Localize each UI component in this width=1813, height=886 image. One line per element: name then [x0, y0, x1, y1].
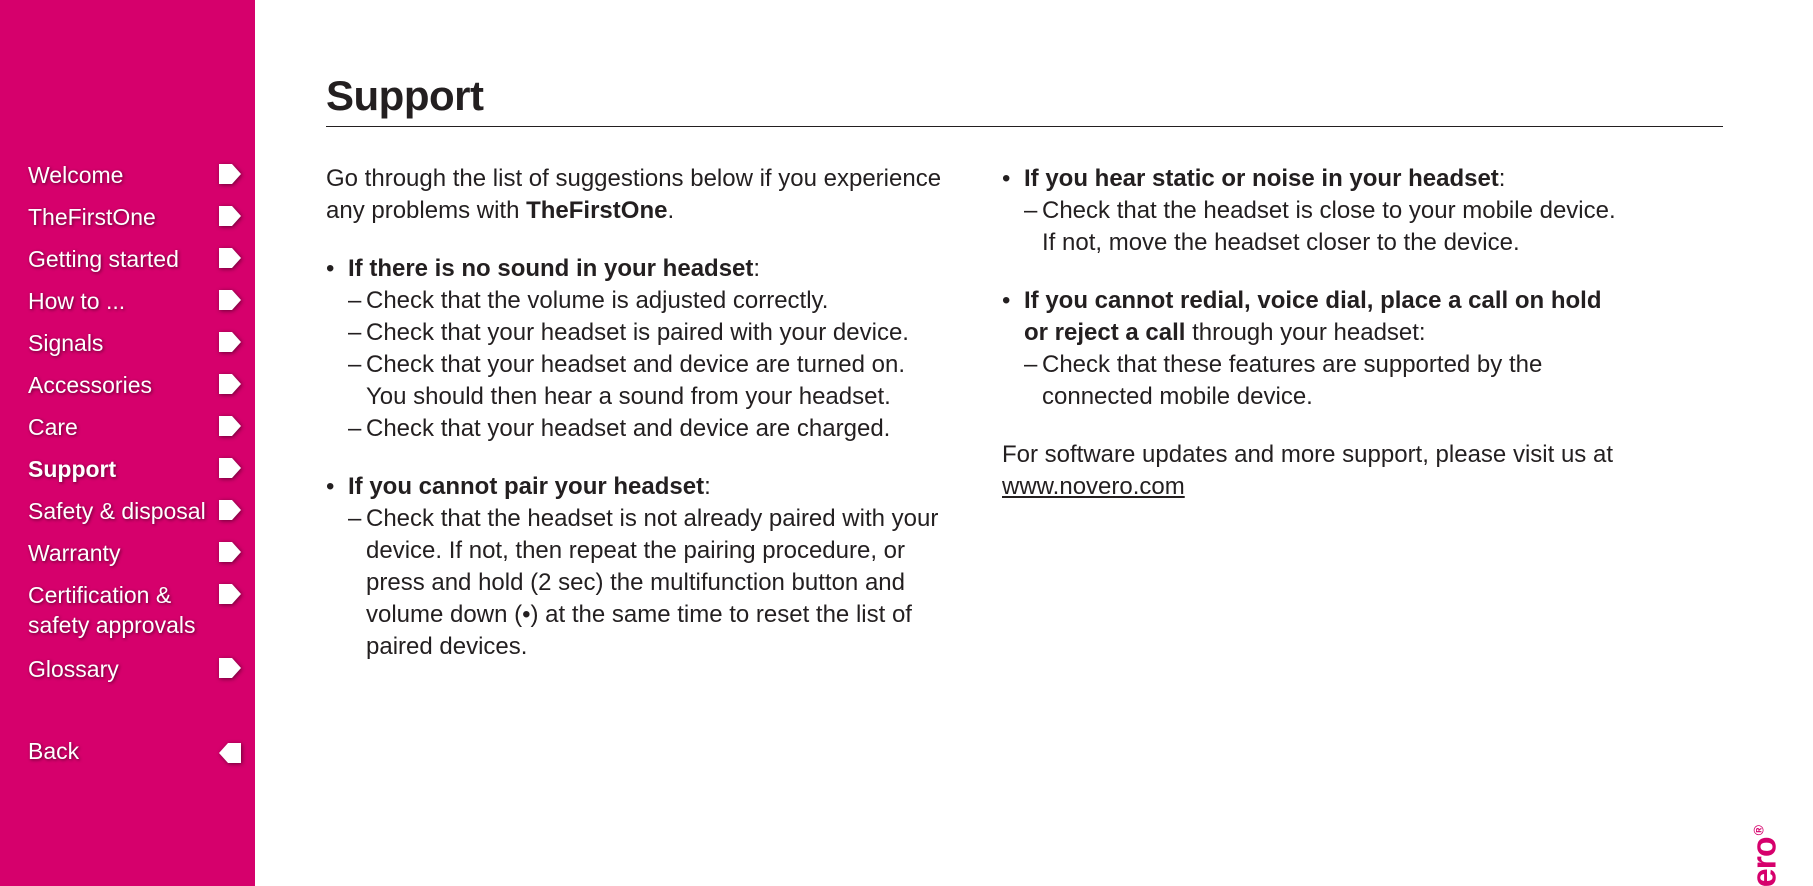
bullet-dot-icon: • — [326, 471, 348, 503]
column-left: Go through the list of suggestions below… — [326, 163, 946, 689]
sidebar-item-signals[interactable]: Signals — [28, 326, 241, 368]
sidebar-item-certification-safety-approvals[interactable]: Certification &safety approvals — [28, 578, 241, 652]
bullet-group: •If you hear static or noise in your hea… — [1002, 163, 1622, 259]
sub-bullet-text: Check that your headset and device are c… — [366, 413, 946, 445]
bullet-dash-icon: – — [348, 503, 366, 663]
sidebar-item-label: How to ... — [28, 286, 125, 316]
back-label: Back — [28, 736, 79, 766]
chevron-right-icon — [219, 374, 241, 394]
bullet-heading-text: If there is no sound in your headset: — [348, 253, 946, 285]
sub-bullet: –Check that the headset is not already p… — [326, 503, 946, 663]
sub-bullet-text: Check that your headset and device are t… — [366, 349, 946, 413]
sub-bullet-text: Check that the volume is adjusted correc… — [366, 285, 946, 317]
brand-registered-icon: ® — [1751, 826, 1767, 835]
bullet-heading-text: If you cannot pair your headset: — [348, 471, 946, 503]
chevron-right-icon — [219, 584, 241, 604]
bullet-heading: •If there is no sound in your headset: — [326, 253, 946, 285]
sidebar-item-warranty[interactable]: Warranty — [28, 536, 241, 578]
sub-bullet-text: Check that the headset is not already pa… — [366, 503, 946, 663]
bullet-dash-icon: – — [348, 413, 366, 445]
bullet-dash-icon: – — [1024, 195, 1042, 259]
sidebar-item-label: Glossary — [28, 654, 119, 684]
bullet-dash-icon: – — [348, 317, 366, 349]
bullet-dash-icon: – — [348, 285, 366, 317]
chevron-right-icon — [219, 164, 241, 184]
sidebar: Welcome TheFirstOne Getting started How to … — [0, 0, 255, 886]
bullet-heading: •If you cannot redial, voice dial, place… — [1002, 285, 1622, 349]
chevron-right-icon — [219, 658, 241, 678]
sidebar-item-label: Safety & disposal — [28, 496, 206, 526]
column-right: •If you hear static or noise in your hea… — [1002, 163, 1622, 689]
chevron-left-icon — [219, 743, 241, 763]
sidebar-item-care[interactable]: Care — [28, 410, 241, 452]
sidebar-item-support[interactable]: Support — [28, 452, 241, 494]
visit-link[interactable]: www.novero.com — [1002, 473, 1185, 500]
back-button[interactable]: Back — [28, 736, 241, 766]
sub-bullet: –Check that the volume is adjusted corre… — [326, 285, 946, 317]
sidebar-item-thefirstone[interactable]: TheFirstOne — [28, 200, 241, 242]
chevron-right-icon — [219, 206, 241, 226]
sub-bullet-text: Check that the headset is close to your … — [1042, 195, 1622, 259]
bullet-dash-icon: – — [348, 349, 366, 413]
bullet-heading-text: If you hear static or noise in your head… — [1024, 163, 1622, 195]
page-title: Support — [326, 72, 1723, 120]
sub-bullet-text: Check that your headset is paired with y… — [366, 317, 946, 349]
sidebar-item-label: Care — [28, 412, 78, 442]
title-rule — [326, 126, 1723, 127]
intro-after-text: . — [667, 197, 674, 224]
sub-bullet: –Check that your headset and device are … — [326, 413, 946, 445]
intro-product-name: TheFirstOne — [526, 197, 667, 224]
bullet-dot-icon: • — [1002, 163, 1024, 195]
sidebar-item-label: Welcome — [28, 160, 123, 190]
content-area: Support Go through the list of suggestio… — [326, 72, 1723, 886]
sidebar-item-accessories[interactable]: Accessories — [28, 368, 241, 410]
chevron-right-icon — [219, 500, 241, 520]
bullet-dot-icon: • — [1002, 285, 1024, 349]
bullet-dash-icon: – — [1024, 349, 1042, 413]
col1-groups: •If there is no sound in your headset:–C… — [326, 253, 946, 663]
chevron-right-icon — [219, 542, 241, 562]
brand-name: novero — [1746, 837, 1784, 886]
sidebar-item-how-to[interactable]: How to ... — [28, 284, 241, 326]
brand-logo: novero ® — [1746, 826, 1785, 886]
chevron-right-icon — [219, 290, 241, 310]
sidebar-item-safety-disposal[interactable]: Safety & disposal — [28, 494, 241, 536]
bullet-heading: •If you cannot pair your headset: — [326, 471, 946, 503]
sidebar-item-label: TheFirstOne — [28, 202, 156, 232]
sidebar-nav: Welcome TheFirstOne Getting started How to … — [28, 158, 241, 694]
chevron-right-icon — [219, 248, 241, 268]
columns: Go through the list of suggestions below… — [326, 163, 1723, 689]
sub-bullet: –Check that your headset and device are … — [326, 349, 946, 413]
sidebar-item-glossary[interactable]: Glossary — [28, 652, 241, 694]
bullet-group: •If there is no sound in your headset:–C… — [326, 253, 946, 445]
sub-bullet: –Check that your headset is paired with … — [326, 317, 946, 349]
chevron-right-icon — [219, 332, 241, 352]
sub-bullet-text: Check that these features are supported … — [1042, 349, 1622, 413]
intro-paragraph: Go through the list of suggestions below… — [326, 163, 946, 227]
sidebar-item-label: Accessories — [28, 370, 152, 400]
sub-bullet: –Check that these features are supported… — [1002, 349, 1622, 413]
bullet-group: •If you cannot pair your headset:–Check … — [326, 471, 946, 663]
bullet-heading: •If you hear static or noise in your hea… — [1002, 163, 1622, 195]
sidebar-item-label: Certification &safety approvals — [28, 580, 195, 640]
col2-groups: •If you hear static or noise in your hea… — [1002, 163, 1622, 413]
chevron-right-icon — [219, 458, 241, 478]
sub-bullet: –Check that the headset is close to your… — [1002, 195, 1622, 259]
sidebar-item-label: Signals — [28, 328, 103, 358]
bullet-group: •If you cannot redial, voice dial, place… — [1002, 285, 1622, 413]
sidebar-item-label: Warranty — [28, 538, 120, 568]
sidebar-item-label: Getting started — [28, 244, 179, 274]
sidebar-item-welcome[interactable]: Welcome — [28, 158, 241, 200]
visit-paragraph: For software updates and more support, p… — [1002, 439, 1622, 503]
visit-before-text: For software updates and more support, p… — [1002, 441, 1613, 468]
sidebar-item-label: Support — [28, 454, 116, 484]
bullet-heading-text: If you cannot redial, voice dial, place … — [1024, 285, 1622, 349]
bullet-dot-icon: • — [326, 253, 348, 285]
sidebar-item-getting-started[interactable]: Getting started — [28, 242, 241, 284]
chevron-right-icon — [219, 416, 241, 436]
